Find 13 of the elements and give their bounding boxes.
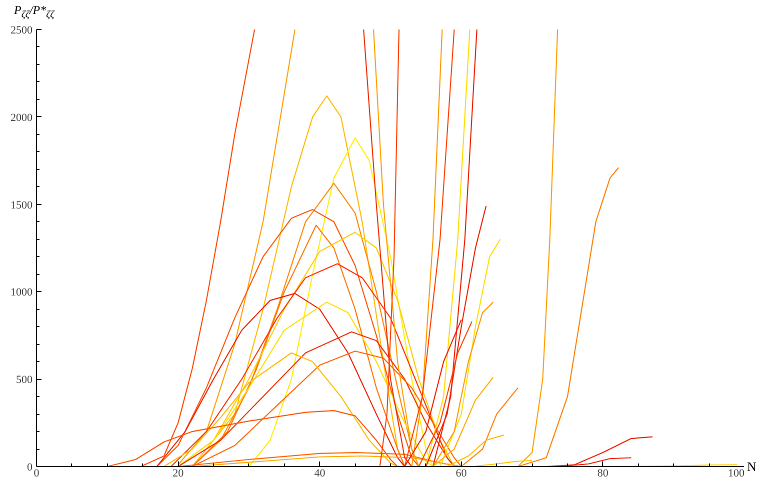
x-tick-label: 0 — [34, 468, 40, 479]
x-tick-label: 80 — [597, 468, 609, 479]
y-tick-label: 1000 — [10, 286, 33, 299]
y-tick-label: 500 — [16, 374, 33, 386]
x-tick-label: 20 — [172, 468, 184, 479]
y-axis-title: P$_{ζζ}$/P*$_{ζζ}$ — [14, 2, 54, 22]
y-tick-label: 2000 — [10, 112, 33, 124]
x-tick-label: 40 — [314, 468, 326, 479]
y-tick-label: 2500 — [10, 24, 33, 36]
x-tick-label: 100 — [728, 468, 745, 479]
x-axis-title: N — [747, 458, 756, 476]
x-tick-label: 60 — [456, 468, 468, 479]
y-tick-label: 1500 — [10, 199, 33, 212]
